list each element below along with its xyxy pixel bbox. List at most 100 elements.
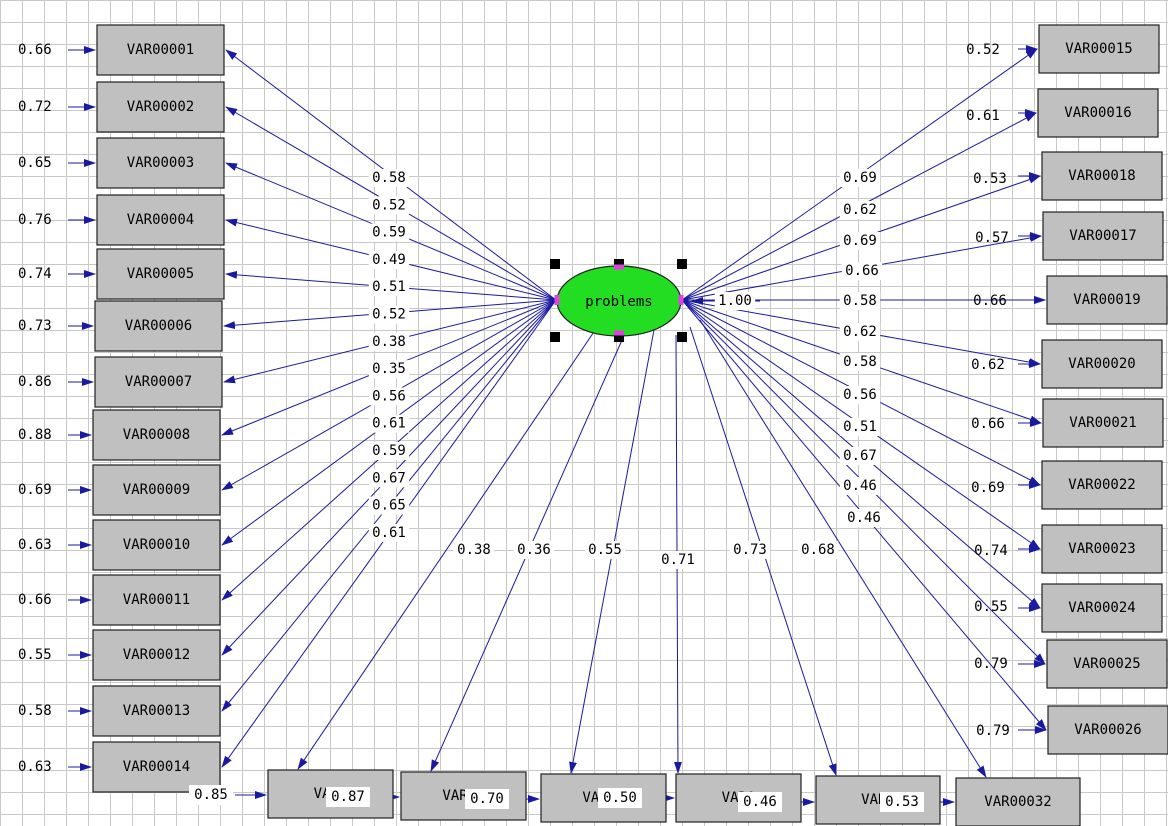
observed-box-right-4-label: VAR00017 — [1069, 228, 1136, 244]
observed-box-right-8-label: VAR00022 — [1068, 477, 1135, 493]
error-value-left-12: 0.55 — [18, 647, 52, 663]
observed-box-left-5-label: VAR00005 — [127, 266, 194, 282]
loading-value-right-8-bg — [839, 386, 881, 404]
loading-value-bottom-6-bg — [797, 541, 839, 559]
observed-box-right-3[interactable] — [1041, 151, 1163, 201]
error-value-right-6: 0.62 — [971, 357, 1005, 373]
selection-handle-3[interactable] — [677, 259, 687, 269]
observed-box-left-14[interactable] — [92, 741, 221, 793]
loading-value-left-10-bg — [368, 414, 410, 433]
loading-value-bottom-5-bg — [729, 541, 771, 559]
observed-box-left-3[interactable] — [96, 137, 225, 189]
error-value-left-10: 0.63 — [18, 537, 52, 553]
loading-value-left-6: 0.52 — [372, 307, 406, 323]
observed-box-right-6-label: VAR00020 — [1068, 356, 1135, 372]
loading-value-left-14: 0.61 — [372, 525, 406, 541]
observed-box-right-2-label: VAR00016 — [1064, 105, 1131, 121]
observed-box-left-9[interactable] — [92, 464, 221, 516]
loading-value-left-2-bg — [368, 196, 410, 215]
observed-box-left-11[interactable] — [92, 574, 221, 626]
observed-box-left-2[interactable] — [96, 81, 225, 133]
observed-box-right-10-label: VAR00024 — [1068, 600, 1135, 616]
observed-box-right-10[interactable] — [1041, 583, 1163, 633]
observed-box-left-7[interactable] — [94, 356, 223, 408]
loading-value-left-8-bg — [368, 360, 410, 379]
observed-box-right-12[interactable] — [1047, 705, 1168, 755]
loading-value-left-11: 0.59 — [372, 443, 406, 459]
loading-value-left-8: 0.35 — [372, 361, 406, 377]
loading-value-right-4: 0.66 — [845, 263, 879, 279]
observed-box-right-7[interactable] — [1042, 398, 1164, 448]
connection-point-1[interactable] — [614, 264, 624, 270]
observed-box-left-1[interactable] — [96, 24, 225, 76]
observed-box-left-4-label: VAR00004 — [127, 212, 194, 228]
loading-arrow-bottom-1 — [297, 316, 605, 770]
selection-handle-1[interactable] — [550, 259, 560, 269]
observed-box-bottom-6-label: VAR00032 — [984, 794, 1051, 810]
loading-value-bottom-6: 0.68 — [801, 542, 835, 558]
error-value-bottom-2-bg — [326, 787, 370, 807]
error-value-bottom-1-bg — [189, 785, 233, 805]
error-value-left-6: 0.73 — [18, 318, 52, 334]
nodes-layer: VAR00001 VAR00002 VAR00003 VAR00004 VAR00005… — [92, 24, 1168, 826]
connection-point-4[interactable] — [678, 295, 684, 305]
observed-box-left-10-label: VAR00010 — [123, 537, 190, 553]
loading-value-bottom-4: 0.71 — [661, 552, 695, 568]
observed-box-right-11[interactable] — [1046, 639, 1168, 689]
observed-box-right-9[interactable] — [1041, 524, 1163, 574]
loading-value-right-3-bg — [839, 232, 881, 250]
loading-value-right-5-bg — [839, 292, 881, 310]
error-value-right-10: 0.55 — [974, 599, 1008, 615]
loading-value-left-2: 0.52 — [372, 197, 406, 213]
observed-box-bottom-6[interactable] — [955, 777, 1081, 826]
observed-box-right-8[interactable] — [1041, 460, 1163, 510]
loading-value-bottom-4-bg — [657, 551, 699, 569]
observed-box-right-4[interactable] — [1042, 211, 1164, 261]
loading-value-bottom-3-bg — [584, 541, 626, 559]
selection-handle-6[interactable] — [677, 332, 687, 342]
error-value-bottom-6-bg — [880, 792, 924, 812]
error-value-right-9: 0.74 — [974, 543, 1008, 559]
observed-box-right-5[interactable] — [1046, 275, 1168, 325]
loading-value-right-10: 0.67 — [843, 448, 877, 464]
selection-handle-4[interactable] — [550, 332, 560, 342]
selection-handle-2[interactable] — [614, 259, 624, 269]
observed-box-right-2[interactable] — [1037, 88, 1159, 138]
observed-box-left-8[interactable] — [92, 409, 221, 461]
selection-handle-5[interactable] — [614, 332, 624, 342]
loading-value-right-1-bg — [839, 169, 881, 187]
connection-point-3[interactable] — [554, 295, 560, 305]
error-value-right-11: 0.79 — [974, 656, 1008, 672]
observed-box-left-10[interactable] — [92, 519, 221, 571]
observed-box-right-5-label: VAR00019 — [1073, 292, 1140, 308]
observed-box-left-5[interactable] — [96, 248, 225, 300]
observed-box-left-13[interactable] — [92, 685, 221, 737]
loading-value-right-11-bg — [839, 477, 881, 495]
loading-value-left-1-bg — [368, 169, 410, 187]
connection-point-2[interactable] — [614, 330, 624, 336]
loading-labels-layer: 0.58 0.66 0.52 0.72 0.59 0.65 0.49 0.76 0.51 0.74… — [18, 42, 1010, 775]
error-value-left-14: 0.63 — [18, 759, 52, 775]
error-value-left-5: 0.74 — [18, 266, 52, 282]
observed-box-left-6[interactable] — [94, 300, 223, 352]
observed-box-right-6[interactable] — [1041, 339, 1163, 389]
error-value-left-2: 0.72 — [18, 99, 52, 115]
loading-value-right-3: 0.69 — [843, 233, 877, 249]
observed-box-left-12[interactable] — [92, 629, 221, 681]
observed-box-left-4[interactable] — [96, 194, 225, 246]
observed-box-right-1[interactable] — [1038, 24, 1160, 74]
loading-value-right-10-bg — [839, 447, 881, 465]
error-value-bottom-3: 0.70 — [470, 791, 504, 807]
loading-value-left-10: 0.61 — [372, 416, 406, 432]
error-value-right-12: 0.79 — [976, 723, 1010, 739]
loading-value-left-13: 0.65 — [372, 498, 406, 514]
observed-box-left-11-label: VAR00011 — [123, 592, 190, 608]
error-value-bottom-4: 0.50 — [603, 790, 637, 806]
loading-value-right-11: 0.46 — [843, 478, 877, 494]
observed-box-bottom-5[interactable] — [815, 775, 941, 825]
error-value-right-5: 0.66 — [973, 293, 1007, 309]
loading-value-right-2: 0.62 — [843, 202, 877, 218]
loading-value-right-6-bg — [839, 323, 881, 341]
